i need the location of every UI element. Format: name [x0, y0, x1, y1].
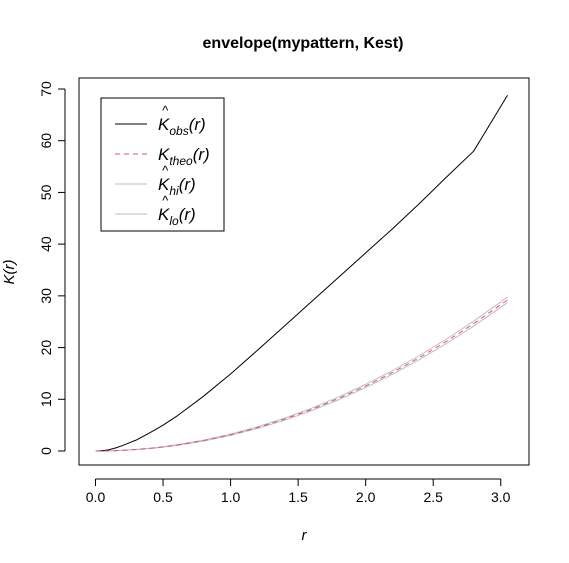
x-axis: 0.0 0.5 1.0 1.5 2.0 2.5 3.0: [86, 478, 511, 505]
series-line-obs: [95, 94, 508, 452]
x-tick-label: 0.0: [86, 489, 106, 505]
y-tick-label: 60: [38, 133, 54, 149]
x-tick-label: 1.5: [288, 489, 308, 505]
x-tick-label: 0.5: [153, 489, 173, 505]
legend: Kobs(r)^Ktheo(r)Khi(r)^Klo(r)^: [100, 97, 225, 232]
legend-label-lo: Klo(r): [158, 205, 196, 228]
x-tick-label: 2.0: [356, 489, 376, 505]
plot-frame: [78, 77, 530, 466]
y-tick-label: 40: [38, 236, 54, 252]
chart-title: envelope(mypattern, Kest): [203, 35, 404, 52]
legend-hat-hi: ^: [162, 163, 169, 178]
legend-box: [100, 97, 225, 232]
legend-hat-lo: ^: [162, 193, 169, 208]
y-axis: 0 10 20 30 40 50 60 70: [38, 81, 66, 455]
legend-label-theo: Ktheo(r): [158, 145, 210, 168]
x-tick-label: 2.5: [423, 489, 443, 505]
y-tick-label: 70: [38, 81, 54, 97]
legend-hat-obs: ^: [162, 103, 169, 118]
series-line-theo: [95, 299, 508, 452]
y-axis-label: K(r): [1, 260, 18, 285]
y-tick-label: 50: [38, 184, 54, 200]
y-tick-label: 0: [38, 447, 54, 455]
x-tick-label: 3.0: [491, 489, 511, 505]
y-tick-label: 20: [38, 340, 54, 356]
x-axis-label: r: [302, 527, 308, 544]
legend-label-obs: Kobs(r): [158, 115, 206, 138]
y-tick-label: 30: [38, 288, 54, 304]
series-layer: [95, 94, 508, 452]
x-tick-label: 1.0: [221, 489, 241, 505]
legend-label-hi: Khi(r): [158, 175, 196, 198]
y-tick-label: 10: [38, 391, 54, 407]
